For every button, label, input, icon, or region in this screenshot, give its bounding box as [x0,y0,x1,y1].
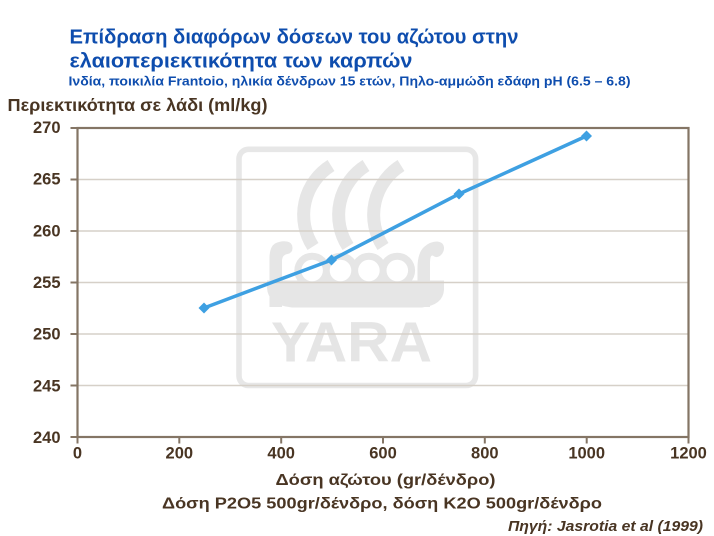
svg-text:Περιεκτικότητα σε λάδι (ml/kg): Περιεκτικότητα σε λάδι (ml/kg) [8,95,268,115]
svg-text:255: 255 [33,274,61,292]
svg-text:245: 245 [33,377,61,395]
svg-text:Δόση αζώτου (gr/δένδρο): Δόση αζώτου (gr/δένδρο) [276,472,496,489]
svg-text:270: 270 [33,119,61,137]
svg-text:ελαιοπεριεκτικότητα των καρπών: ελαιοπεριεκτικότητα των καρπών [70,49,413,72]
svg-text:Πηγή: Jasrotia et al (1999): Πηγή: Jasrotia et al (1999) [508,519,703,535]
svg-text:400: 400 [267,445,295,463]
svg-text:Επίδραση διαφόρων δόσεων του α: Επίδραση διαφόρων δόσεων του αζώτου στην [70,25,519,48]
svg-text:600: 600 [369,445,397,463]
svg-text:0: 0 [73,445,82,463]
svg-text:Ινδία, ποικιλία Frantoio, ηλικ: Ινδία, ποικιλία Frantoio, ηλικία δένδρων… [69,74,631,89]
svg-text:1000: 1000 [568,445,605,463]
svg-text:260: 260 [33,222,61,240]
svg-text:Δόση P2O5 500gr/δένδρο, δόση K: Δόση P2O5 500gr/δένδρο, δόση K2O 500gr/δ… [162,496,602,513]
svg-text:YARA: YARA [271,311,432,375]
svg-text:1200: 1200 [670,445,707,463]
svg-text:265: 265 [33,171,61,189]
svg-text:240: 240 [33,429,61,447]
svg-text:200: 200 [166,445,194,463]
svg-text:250: 250 [33,326,61,344]
svg-text:800: 800 [471,445,499,463]
